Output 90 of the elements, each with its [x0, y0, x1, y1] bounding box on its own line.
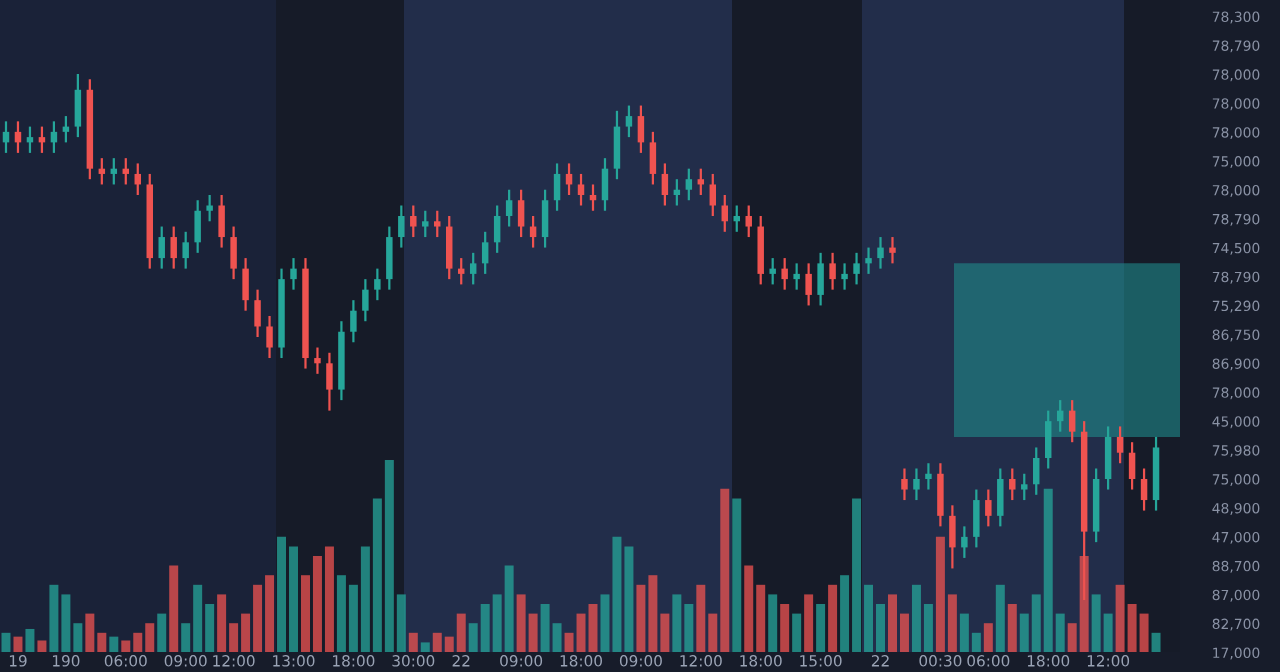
candlestick: [266, 314, 273, 360]
bar: [13, 636, 23, 652]
bar: [780, 604, 790, 652]
candlestick: [925, 462, 932, 491]
candlestick: [410, 204, 417, 239]
bar: [804, 594, 814, 652]
candlestick: [1021, 472, 1028, 502]
bar: [983, 623, 993, 652]
candlestick: [194, 199, 201, 254]
candlestick: [817, 251, 824, 307]
candlestick: [685, 167, 693, 202]
candlestick: [949, 504, 956, 570]
candlestick: [242, 256, 249, 312]
candlestick: [1068, 399, 1076, 444]
candlestick: [158, 225, 165, 270]
candlestick: [469, 251, 477, 286]
bar: [792, 613, 802, 652]
candlestick: [434, 209, 441, 239]
candlestick: [1116, 425, 1124, 465]
candlestick: [877, 235, 884, 270]
candlestick: [170, 225, 177, 270]
candlestick: [230, 225, 237, 281]
candlestick: [1128, 441, 1136, 491]
candlestick: [290, 256, 297, 291]
candlestick: [326, 351, 333, 412]
bar: [169, 565, 179, 652]
candlestick: [601, 157, 609, 212]
candlestick: [74, 72, 82, 139]
candlestick: [218, 193, 225, 249]
bar: [995, 584, 1005, 652]
candlestick: [314, 346, 321, 375]
candlestick: [625, 104, 633, 139]
candlestick: [446, 214, 453, 281]
candlestick: [781, 256, 788, 291]
candlestick: [805, 262, 812, 307]
candlestick: [577, 172, 585, 207]
candlestick: [350, 299, 357, 344]
candlestick: [1033, 446, 1040, 496]
candlestick: [829, 251, 836, 291]
candlestick: [865, 246, 872, 275]
bar: [109, 636, 119, 652]
candlestick: [1044, 409, 1052, 470]
candlestick: [757, 214, 764, 286]
bar: [1007, 604, 1017, 652]
candlestick: [745, 204, 752, 239]
candlestick: [1104, 425, 1112, 491]
candlestick: [985, 488, 992, 528]
candlestick: [997, 467, 1004, 528]
candlestick: [517, 188, 525, 239]
candlestick: [398, 204, 405, 249]
candlestick: [541, 188, 549, 249]
bar: [408, 632, 418, 652]
bar: [157, 613, 167, 652]
candlestick: [769, 256, 776, 286]
candlestick: [422, 209, 429, 239]
candlestick: [481, 230, 489, 275]
candlestick: [661, 162, 669, 207]
candlestick: [206, 193, 213, 223]
bar: [420, 642, 430, 652]
candlestick: [937, 462, 944, 528]
candlestick: [637, 104, 645, 155]
candlestick: [793, 262, 800, 291]
candlestick: [362, 278, 369, 323]
candlestick: [973, 488, 980, 549]
candlestick: [374, 267, 381, 302]
candlestick: [913, 467, 920, 502]
bar: [1151, 632, 1161, 652]
candlestick: [961, 525, 968, 560]
candlestick: [709, 172, 717, 218]
candlestick: [841, 262, 848, 291]
candlestick: [1009, 467, 1016, 502]
candlestick: [182, 230, 189, 270]
bar: [37, 640, 47, 652]
bar: [1, 632, 11, 652]
candlestick: [889, 235, 896, 265]
bar: [828, 584, 838, 652]
bar: [25, 628, 35, 652]
candlestick: [649, 130, 657, 186]
candlestick: [901, 467, 908, 502]
candlestick: [553, 162, 561, 212]
candlestick: [505, 188, 513, 228]
candlestick: [493, 204, 501, 254]
candlestick: [613, 109, 621, 181]
candlestick: [1140, 467, 1148, 512]
bar: [768, 594, 778, 652]
candlestick: [853, 251, 860, 286]
bar: [816, 604, 826, 652]
bar: [732, 498, 742, 652]
candlestick: [386, 225, 393, 291]
candlestick: [254, 288, 261, 339]
